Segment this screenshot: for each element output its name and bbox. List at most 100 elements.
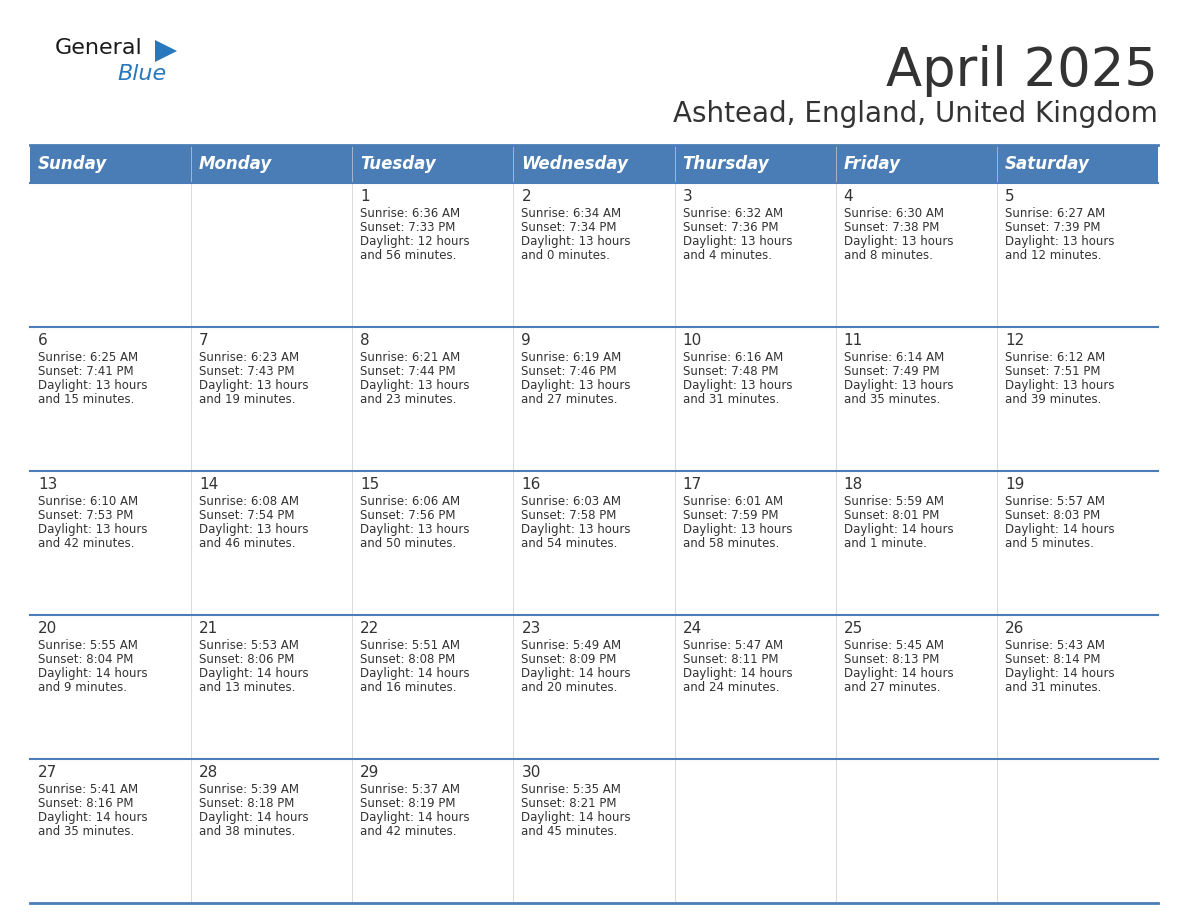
- Text: Sunrise: 5:47 AM: Sunrise: 5:47 AM: [683, 639, 783, 652]
- Text: 14: 14: [200, 477, 219, 492]
- Text: Sunrise: 6:01 AM: Sunrise: 6:01 AM: [683, 495, 783, 508]
- Text: Sunset: 7:58 PM: Sunset: 7:58 PM: [522, 509, 617, 522]
- Text: Sunrise: 6:14 AM: Sunrise: 6:14 AM: [843, 351, 944, 364]
- Text: 3: 3: [683, 189, 693, 204]
- Text: Sunset: 8:14 PM: Sunset: 8:14 PM: [1005, 653, 1100, 666]
- Text: Daylight: 13 hours: Daylight: 13 hours: [1005, 235, 1114, 248]
- Text: Daylight: 13 hours: Daylight: 13 hours: [683, 379, 792, 392]
- Text: Sunrise: 6:06 AM: Sunrise: 6:06 AM: [360, 495, 461, 508]
- Text: and 35 minutes.: and 35 minutes.: [38, 825, 134, 838]
- Text: and 19 minutes.: and 19 minutes.: [200, 393, 296, 406]
- Text: April 2025: April 2025: [886, 45, 1158, 97]
- Text: and 8 minutes.: and 8 minutes.: [843, 249, 933, 262]
- Text: and 12 minutes.: and 12 minutes.: [1005, 249, 1101, 262]
- Text: Sunrise: 5:37 AM: Sunrise: 5:37 AM: [360, 783, 460, 796]
- Text: and 1 minute.: and 1 minute.: [843, 537, 927, 550]
- Bar: [997, 759, 1158, 903]
- Text: Sunset: 7:49 PM: Sunset: 7:49 PM: [843, 365, 940, 378]
- Text: 1: 1: [360, 189, 369, 204]
- Bar: [835, 183, 997, 327]
- Bar: [835, 615, 997, 759]
- Bar: [191, 183, 353, 327]
- Bar: [191, 615, 353, 759]
- Bar: [353, 327, 513, 471]
- Text: Sunset: 7:41 PM: Sunset: 7:41 PM: [38, 365, 133, 378]
- Text: 22: 22: [360, 621, 379, 636]
- Text: and 54 minutes.: and 54 minutes.: [522, 537, 618, 550]
- Text: Daylight: 13 hours: Daylight: 13 hours: [200, 379, 309, 392]
- Text: 5: 5: [1005, 189, 1015, 204]
- Text: Sunset: 7:56 PM: Sunset: 7:56 PM: [360, 509, 456, 522]
- Text: Sunset: 8:04 PM: Sunset: 8:04 PM: [38, 653, 133, 666]
- Text: Sunrise: 5:39 AM: Sunrise: 5:39 AM: [200, 783, 299, 796]
- Text: Sunrise: 5:59 AM: Sunrise: 5:59 AM: [843, 495, 943, 508]
- Text: and 38 minutes.: and 38 minutes.: [200, 825, 296, 838]
- Text: Sunrise: 6:23 AM: Sunrise: 6:23 AM: [200, 351, 299, 364]
- Text: Sunset: 8:11 PM: Sunset: 8:11 PM: [683, 653, 778, 666]
- Text: 29: 29: [360, 765, 380, 780]
- Text: Daylight: 14 hours: Daylight: 14 hours: [200, 811, 309, 824]
- Text: 6: 6: [38, 333, 48, 348]
- Text: Sunday: Sunday: [38, 155, 107, 173]
- Text: Daylight: 14 hours: Daylight: 14 hours: [522, 811, 631, 824]
- Text: Sunset: 8:21 PM: Sunset: 8:21 PM: [522, 797, 617, 810]
- Text: Daylight: 13 hours: Daylight: 13 hours: [522, 235, 631, 248]
- Bar: [997, 615, 1158, 759]
- Text: Daylight: 13 hours: Daylight: 13 hours: [843, 235, 953, 248]
- Text: and 23 minutes.: and 23 minutes.: [360, 393, 456, 406]
- Text: Daylight: 14 hours: Daylight: 14 hours: [1005, 523, 1114, 536]
- Text: 15: 15: [360, 477, 379, 492]
- Text: Sunset: 7:33 PM: Sunset: 7:33 PM: [360, 221, 456, 234]
- Text: General: General: [55, 38, 143, 58]
- Bar: [997, 327, 1158, 471]
- Bar: [513, 471, 675, 615]
- Text: Daylight: 13 hours: Daylight: 13 hours: [360, 379, 469, 392]
- Text: and 58 minutes.: and 58 minutes.: [683, 537, 779, 550]
- Text: Daylight: 13 hours: Daylight: 13 hours: [522, 523, 631, 536]
- Bar: [675, 615, 835, 759]
- Text: Sunrise: 5:57 AM: Sunrise: 5:57 AM: [1005, 495, 1105, 508]
- Text: Sunrise: 6:36 AM: Sunrise: 6:36 AM: [360, 207, 461, 220]
- Text: and 13 minutes.: and 13 minutes.: [200, 681, 296, 694]
- Text: 30: 30: [522, 765, 541, 780]
- Text: Daylight: 14 hours: Daylight: 14 hours: [38, 811, 147, 824]
- Text: Daylight: 14 hours: Daylight: 14 hours: [1005, 667, 1114, 680]
- Text: Sunrise: 6:32 AM: Sunrise: 6:32 AM: [683, 207, 783, 220]
- Text: 20: 20: [38, 621, 57, 636]
- Text: Sunrise: 5:35 AM: Sunrise: 5:35 AM: [522, 783, 621, 796]
- Bar: [997, 183, 1158, 327]
- Bar: [997, 471, 1158, 615]
- Bar: [30, 183, 191, 327]
- Text: Sunset: 7:48 PM: Sunset: 7:48 PM: [683, 365, 778, 378]
- Text: Daylight: 13 hours: Daylight: 13 hours: [360, 523, 469, 536]
- Text: Daylight: 14 hours: Daylight: 14 hours: [360, 811, 470, 824]
- Bar: [675, 759, 835, 903]
- Text: Sunrise: 6:12 AM: Sunrise: 6:12 AM: [1005, 351, 1105, 364]
- Text: Sunrise: 6:21 AM: Sunrise: 6:21 AM: [360, 351, 461, 364]
- Text: Sunset: 7:43 PM: Sunset: 7:43 PM: [200, 365, 295, 378]
- Bar: [353, 471, 513, 615]
- Text: Sunrise: 5:43 AM: Sunrise: 5:43 AM: [1005, 639, 1105, 652]
- Text: Sunset: 7:38 PM: Sunset: 7:38 PM: [843, 221, 939, 234]
- Bar: [191, 471, 353, 615]
- Text: Sunset: 7:44 PM: Sunset: 7:44 PM: [360, 365, 456, 378]
- Text: 21: 21: [200, 621, 219, 636]
- Bar: [675, 471, 835, 615]
- Text: and 45 minutes.: and 45 minutes.: [522, 825, 618, 838]
- Text: Daylight: 12 hours: Daylight: 12 hours: [360, 235, 470, 248]
- Text: Daylight: 14 hours: Daylight: 14 hours: [360, 667, 470, 680]
- Bar: [513, 615, 675, 759]
- Bar: [513, 759, 675, 903]
- Bar: [30, 327, 191, 471]
- Text: Sunset: 7:51 PM: Sunset: 7:51 PM: [1005, 365, 1100, 378]
- Text: and 50 minutes.: and 50 minutes.: [360, 537, 456, 550]
- Bar: [835, 759, 997, 903]
- Text: Daylight: 13 hours: Daylight: 13 hours: [38, 523, 147, 536]
- Text: Friday: Friday: [843, 155, 901, 173]
- Bar: [30, 471, 191, 615]
- Text: and 9 minutes.: and 9 minutes.: [38, 681, 127, 694]
- Text: Ashtead, England, United Kingdom: Ashtead, England, United Kingdom: [674, 100, 1158, 128]
- Bar: [353, 615, 513, 759]
- Text: and 39 minutes.: and 39 minutes.: [1005, 393, 1101, 406]
- Bar: [513, 327, 675, 471]
